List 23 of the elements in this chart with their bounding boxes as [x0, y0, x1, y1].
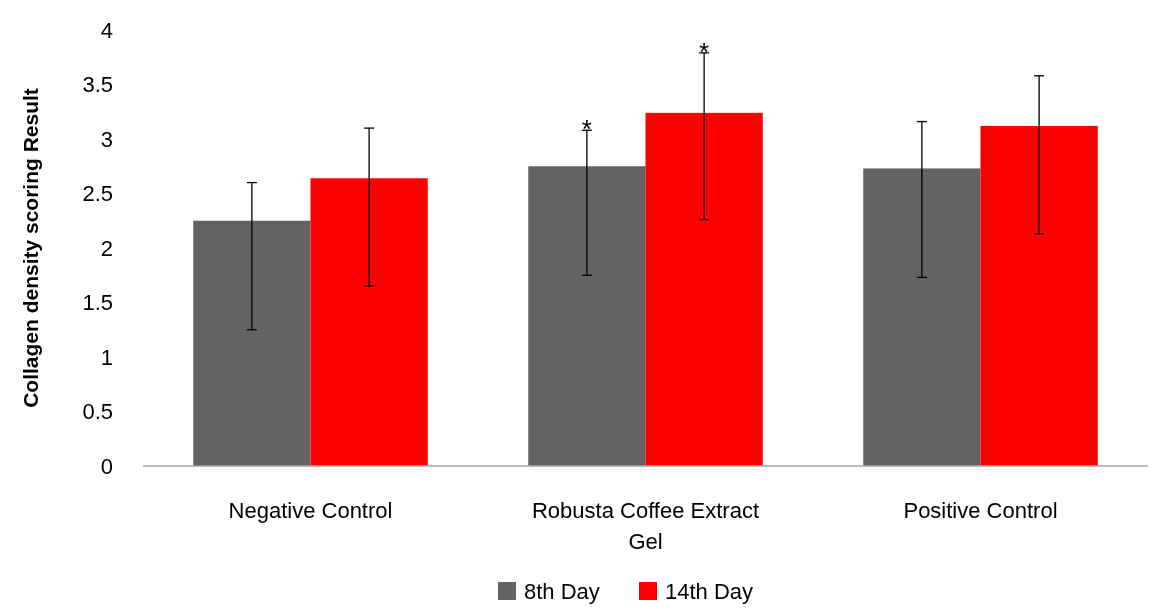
y-axis-title: Collagen density scoring Result — [19, 88, 42, 408]
y-tick-label: 1.5 — [82, 290, 113, 316]
bar — [645, 112, 763, 466]
y-tick-label: 1 — [100, 344, 113, 370]
y-tick-label: 4 — [100, 17, 113, 43]
legend-label: 14th Day — [665, 579, 754, 604]
y-tick-label: 0.5 — [82, 399, 113, 425]
bar — [193, 220, 311, 466]
bar — [528, 166, 646, 466]
y-tick-label: 3 — [100, 126, 113, 152]
x-tick-label: Robusta Coffee Extract Gel — [531, 498, 760, 554]
x-tick-label: Positive Control — [903, 498, 1058, 523]
y-tick-label: 3.5 — [82, 72, 113, 98]
y-tick-label: 0 — [100, 453, 113, 479]
y-tick-label: 2.5 — [82, 181, 113, 207]
legend-label: 8th Day — [524, 579, 600, 604]
bar — [980, 125, 1098, 466]
bar — [310, 178, 428, 466]
annotation: * — [581, 114, 592, 145]
y-tick-label: 2 — [100, 235, 113, 261]
x-tick-label: Negative Control — [228, 498, 393, 523]
bar — [863, 168, 981, 466]
annotation: * — [699, 36, 710, 67]
